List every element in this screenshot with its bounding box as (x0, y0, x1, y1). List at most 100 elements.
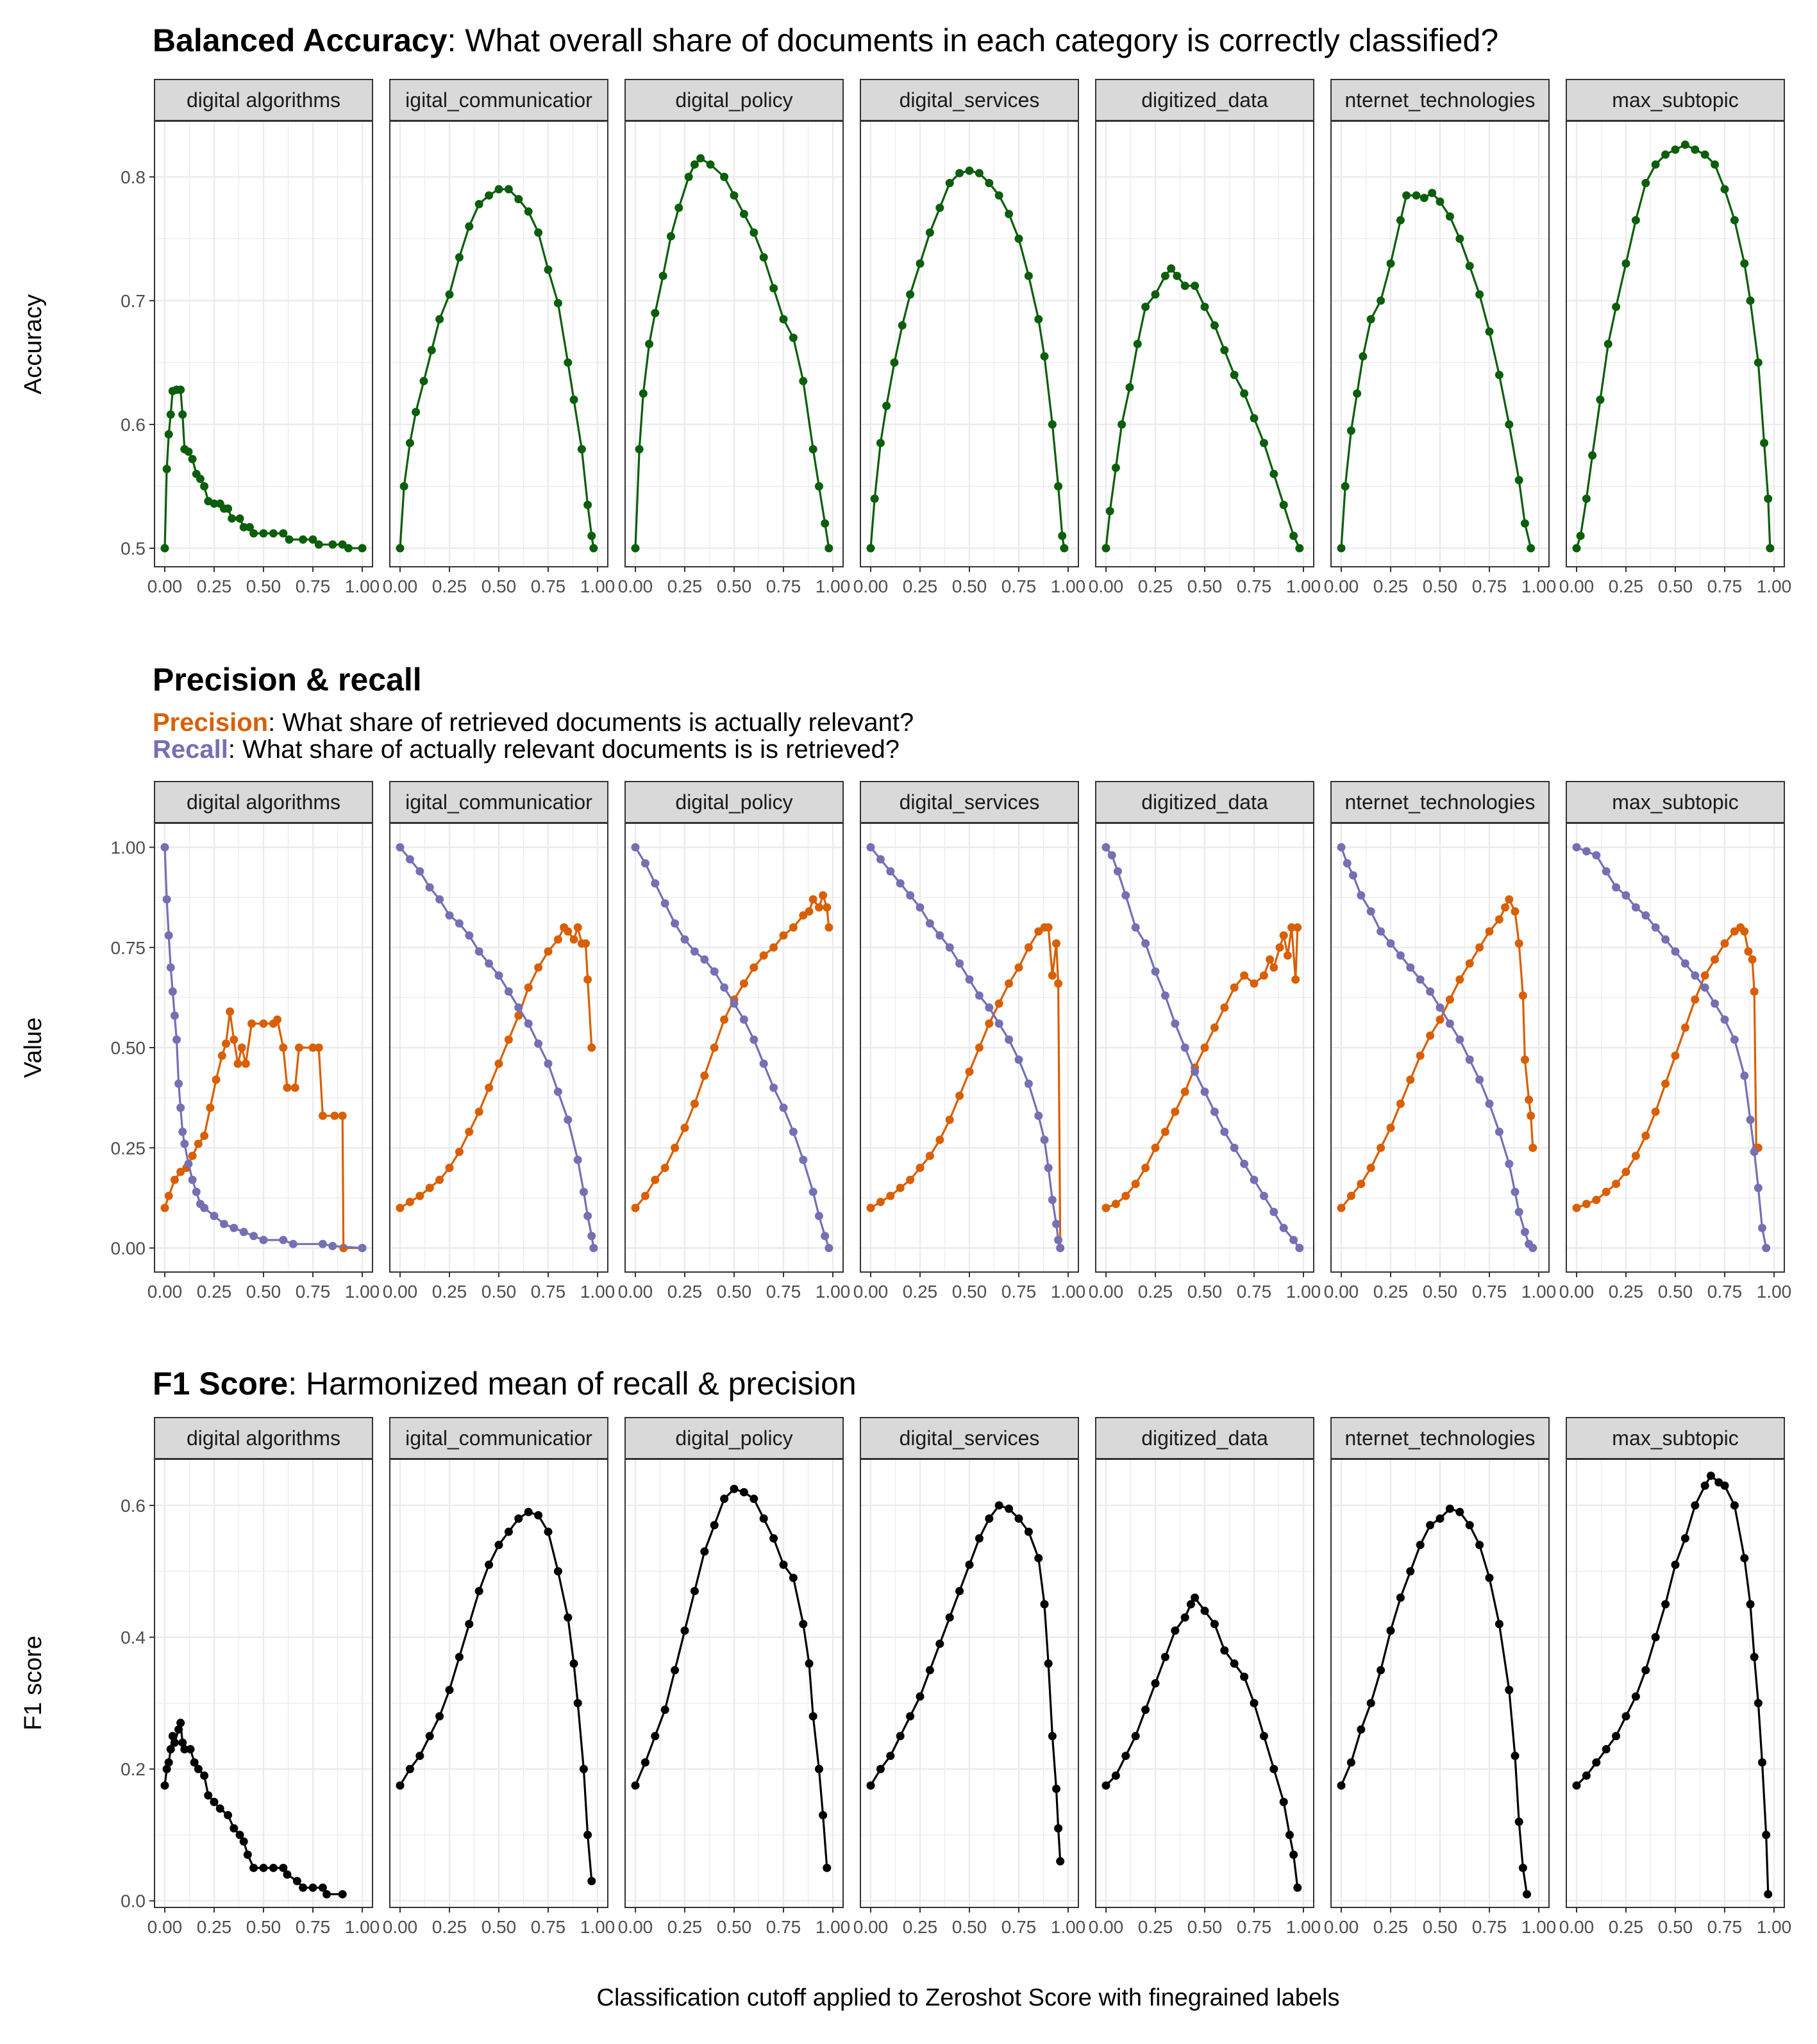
data-point (269, 1863, 278, 1872)
f1-title: F1 Score: Harmonized mean of recall & pr… (153, 1366, 857, 1402)
x-tick-label: 1.00 (580, 1282, 615, 1302)
data-point (1279, 500, 1288, 509)
data-point (188, 1175, 197, 1184)
y-axis-label: Accuracy (20, 294, 47, 394)
data-point (739, 1487, 748, 1496)
data-point (170, 1011, 179, 1020)
data-point (1495, 371, 1503, 380)
data-point (194, 1139, 203, 1148)
data-point (769, 943, 778, 952)
data-point (283, 1870, 292, 1879)
data-point (1348, 871, 1357, 880)
data-point (292, 1877, 301, 1886)
data-point (249, 1863, 258, 1872)
x-tick-label: 0.75 (1707, 1917, 1743, 1937)
data-point (237, 1043, 246, 1052)
data-point (1520, 1055, 1529, 1064)
data-point (690, 1587, 699, 1596)
data-point (1005, 979, 1014, 988)
data-point (425, 1184, 434, 1193)
data-point (338, 540, 347, 549)
facet-panel: digital_policy 0.00 0.25 0.50 0.75 1.00 (618, 1417, 850, 1937)
data-point (314, 1043, 323, 1052)
data-point (906, 1175, 915, 1184)
data-point (259, 1863, 268, 1872)
data-point (1279, 1798, 1288, 1807)
data-point (1641, 179, 1650, 188)
data-point (1279, 931, 1288, 940)
data-point (720, 172, 729, 181)
y-axis-label: Value (20, 1018, 47, 1078)
data-point (1711, 160, 1720, 169)
data-point (1602, 867, 1611, 876)
x-tick-label: 0.50 (246, 576, 281, 596)
data-point (1426, 1521, 1435, 1530)
data-point (808, 895, 817, 904)
data-point (1111, 464, 1120, 473)
x-tick-label: 0.75 (766, 1282, 801, 1302)
data-point (168, 1732, 177, 1741)
data-point (279, 529, 288, 538)
x-tick-label: 0.00 (1559, 1282, 1595, 1302)
facet-strip (624, 781, 844, 823)
data-point (945, 179, 954, 188)
data-point (866, 1781, 875, 1790)
x-tick-label: 1.00 (816, 1282, 851, 1302)
data-point (170, 1738, 179, 1747)
data-point (680, 1626, 689, 1635)
data-point (328, 1241, 337, 1250)
data-point (1592, 1758, 1601, 1767)
data-point (196, 474, 205, 483)
data-point (823, 1863, 832, 1872)
data-point (1402, 191, 1411, 200)
data-point (1706, 1471, 1715, 1480)
data-point (1191, 1593, 1200, 1602)
data-point (534, 228, 543, 237)
data-point (1651, 1107, 1660, 1116)
data-point (299, 535, 308, 544)
data-point (273, 1015, 282, 1024)
data-point (789, 333, 798, 342)
x-tick-label: 1.00 (1286, 1282, 1321, 1302)
x-tick-label: 0.25 (1138, 1282, 1173, 1302)
x-tick-label: 0.50 (1187, 1917, 1223, 1937)
data-point (1141, 939, 1150, 948)
data-point (1230, 371, 1239, 380)
data-point (1514, 939, 1523, 948)
data-point (583, 975, 592, 984)
data-point (1014, 1514, 1023, 1523)
x-tick-label: 0.50 (717, 1282, 752, 1302)
data-point (994, 1019, 1003, 1028)
data-point (882, 401, 891, 410)
data-point (1034, 1111, 1043, 1120)
x-tick-label: 0.00 (853, 1917, 889, 1937)
facet-label: nternet_technologies (1344, 88, 1535, 112)
data-point (821, 1232, 830, 1241)
data-point (160, 1781, 169, 1790)
data-point (176, 385, 185, 394)
data-point (1366, 315, 1375, 324)
data-point (1465, 959, 1474, 968)
data-point (445, 290, 454, 299)
data-point (710, 967, 719, 976)
x-tick-label: 1.00 (1051, 1282, 1086, 1302)
data-point (866, 1203, 875, 1212)
data-point (465, 222, 474, 231)
x-tick-label: 0.50 (1423, 1917, 1458, 1937)
data-point (1230, 1143, 1239, 1152)
y-tick-label: 0.5 (121, 539, 146, 558)
data-point (1518, 991, 1527, 1000)
facet-label: digital_services (900, 1427, 1040, 1450)
facet-panel: igital_communicatior 0.00 0.25 0.50 0.75 1.00 (383, 781, 615, 1302)
data-point (1024, 271, 1033, 280)
data-point (1730, 1501, 1739, 1510)
data-point (344, 544, 353, 553)
data-point (1151, 967, 1160, 976)
data-point (674, 203, 683, 212)
data-point (975, 1534, 984, 1543)
data-point (1357, 1180, 1366, 1188)
data-point (730, 999, 739, 1008)
data-point (1412, 191, 1421, 200)
data-point (1283, 951, 1292, 960)
facet-panel: digital_services 0.00 0.25 0.50 0.75 1.00 (853, 1417, 1085, 1937)
